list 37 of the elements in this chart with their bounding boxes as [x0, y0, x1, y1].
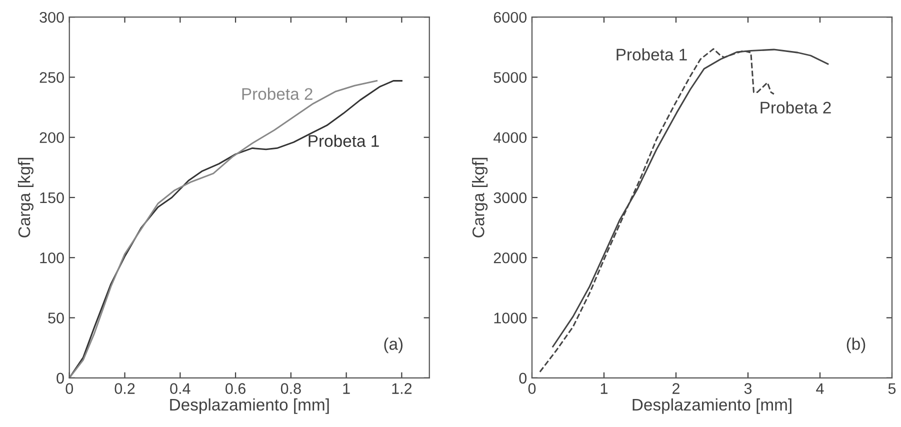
series-label: Probeta 2: [242, 88, 312, 100]
y-tick-label: 1000: [494, 312, 527, 324]
x-tick-label: 3: [744, 383, 752, 394]
y-tick-label: 150: [40, 192, 64, 204]
x-tick-label: 4: [816, 383, 824, 394]
x-tick-label: 1: [343, 383, 350, 394]
y-axis-title: Carga [kgf]: [18, 158, 34, 238]
y-tick-label: 0: [519, 372, 527, 384]
x-axis-title: Desplazamiento [mm]: [632, 398, 792, 414]
annotation: (a): [384, 338, 403, 354]
x-tick-label: 5: [888, 383, 896, 394]
annotation: Probeta 1: [616, 48, 687, 61]
x-tick-label: 0: [528, 383, 536, 394]
x-tick-label: 1.2: [392, 383, 412, 394]
x-tick-label: 0.4: [170, 383, 190, 394]
y-tick-label: 6000: [494, 12, 527, 23]
x-tick-label: 2: [672, 383, 680, 394]
y-tick-label: 250: [40, 72, 64, 83]
x-axis-title: Desplazamiento [mm]: [170, 398, 329, 414]
y-tick-label: 200: [40, 132, 64, 144]
series-label: Probeta 1: [308, 134, 379, 147]
annotation: (b): [846, 338, 866, 354]
y-tick-label: 4000: [493, 132, 527, 144]
x-tick-label: 0.2: [114, 383, 135, 394]
y-tick-label: 5000: [494, 72, 527, 83]
annotation: Probeta 2: [760, 101, 831, 114]
x-tick-label: 1: [600, 383, 608, 394]
y-tick-label: 0: [56, 372, 64, 384]
y-tick-label: 300: [40, 12, 64, 23]
y-tick-label: 3000: [494, 192, 527, 204]
x-tick-label: 0.8: [280, 383, 301, 394]
y-tick-label: 100: [40, 252, 64, 264]
x-tick-label: 0.6: [226, 383, 246, 394]
y-tick-label: 2000: [494, 252, 527, 264]
x-tick-label: 0: [66, 383, 74, 394]
y-axis-title: Carga [kgf]: [472, 158, 488, 238]
y-tick-label: 50: [48, 312, 64, 324]
